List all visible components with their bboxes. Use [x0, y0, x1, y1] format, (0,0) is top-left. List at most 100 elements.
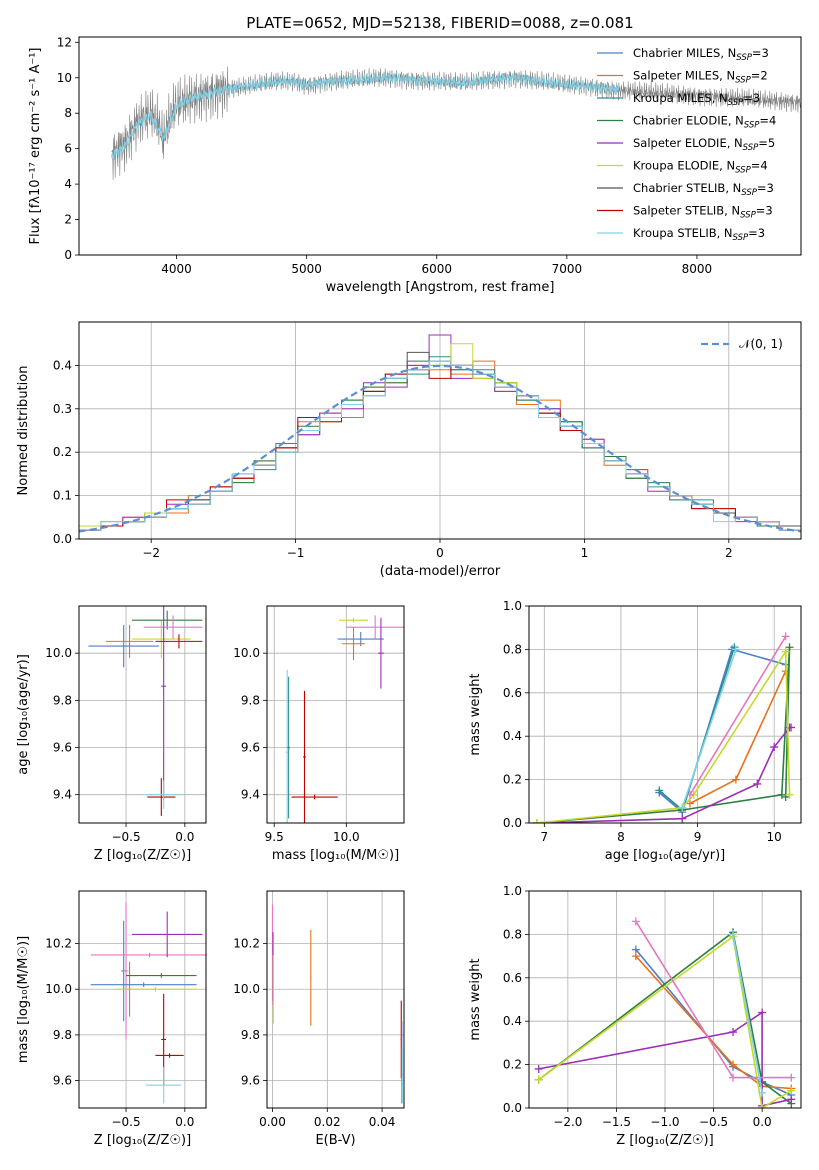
legend-label: Kroupa ELODIE, NSSP=4 [633, 159, 768, 176]
legend-label-main: Chabrier ELODIE, N [633, 114, 744, 128]
x-tick-label: 0 [436, 546, 444, 560]
legend-label-tail: =3 [757, 181, 774, 195]
legend-label: Kroupa STELIB, NSSP=3 [633, 226, 765, 243]
y-axis-label: mass weight [468, 673, 483, 755]
x-tick-label: 0.00 [259, 1115, 286, 1129]
y-tick-label: 9.6 [241, 741, 260, 755]
weight-point [678, 814, 687, 823]
weight-line-Kroupa ELODIE [538, 935, 792, 1108]
x-tick-label: 8000 [682, 262, 713, 276]
weight-point [758, 1088, 767, 1097]
plot-area [88, 606, 203, 816]
x-tick-label: 8 [617, 830, 625, 844]
x-axis-label: mass [log₁₀(M/M☉)] [272, 848, 399, 863]
chart-panel-2: −0.5 0.0 9.4 9.6 9.8 10.0 Z [log₁₀(Z/Z☉)] age [… [16, 605, 207, 863]
weight-line-Chabrier STELIB [732, 934, 763, 1093]
axes-frame [78, 321, 802, 540]
weight-point [534, 1064, 543, 1073]
y-tick-label: 4 [64, 177, 72, 191]
weight-line-Chabrier MILES [658, 648, 786, 814]
plot-area [285, 615, 404, 823]
x-tick-label: 10 [767, 830, 782, 844]
histogram-Kroupa STELIB [79, 360, 801, 531]
weight-point [731, 775, 740, 784]
weight-point [787, 1086, 796, 1095]
weight-point [534, 1075, 543, 1084]
legend-label-main: Kroupa MILES, N [633, 91, 728, 105]
legend-label-tail: =3 [752, 46, 769, 60]
axes-frame [78, 36, 802, 256]
y-tick-label: 0.4 [503, 1014, 522, 1028]
weight-point [655, 786, 664, 795]
legend-label-main: Salpeter MILES, N [633, 69, 735, 83]
y-tick-label: 8 [64, 106, 72, 120]
legend-label: Chabrier ELODIE, NSSP=4 [633, 114, 776, 131]
plot-area [111, 66, 801, 180]
chart-panel-0: 4000 5000 6000 7000 8000 0 2 4 6 8 10 12 wavelength … [28, 35, 802, 295]
plot-area [534, 917, 796, 1108]
legend-label-main: Chabrier STELIB, N [633, 181, 741, 195]
legend-label: Salpeter MILES, NSSP=2 [633, 69, 768, 86]
weight-point [787, 1095, 796, 1104]
plot-area [271, 904, 403, 1104]
y-tick-label: 9.8 [53, 693, 72, 707]
x-axis-label: Z [log₁₀(Z/Z☉)] [94, 848, 191, 863]
weight-point [731, 645, 740, 654]
weight-line-Chabrier ELODIE [538, 930, 792, 1105]
weight-point [753, 779, 762, 788]
y-tick-label: 10 [57, 71, 72, 85]
y-tick-label: 0.0 [503, 1101, 522, 1115]
axes-frame [528, 605, 802, 824]
legend-label-tail: =4 [751, 159, 768, 173]
x-tick-label: −2.0 [553, 1115, 582, 1129]
x-tick-label: −0.5 [111, 1115, 140, 1129]
legend-label: Kroupa MILES, NSSP=3 [633, 91, 760, 108]
axes-frame [78, 605, 207, 824]
y-axis-label: age [log₁₀(age/yr)] [16, 654, 31, 775]
y-tick-label: 10.2 [45, 937, 72, 951]
x-tick-label: 7 [541, 830, 549, 844]
y-tick-label: 0.2 [503, 1058, 522, 1072]
x-tick-label: 5000 [291, 262, 322, 276]
legend-label: 𝒩(0, 1) [739, 337, 783, 351]
y-axis-label: mass weight [468, 958, 483, 1040]
weight-point [785, 643, 794, 652]
x-tick-label: 9 [694, 830, 702, 844]
y-tick-label: 10.0 [45, 646, 72, 660]
x-axis-label: Z [log₁₀(Z/Z☉)] [616, 1133, 713, 1148]
weight-line-Chabrier MILES [635, 949, 792, 1096]
x-tick-label: 10.0 [333, 830, 360, 844]
y-tick-label: 10.0 [233, 646, 260, 660]
weight-point [729, 1028, 737, 1037]
legend-label-main: Kroupa STELIB, N [633, 226, 733, 240]
figure-title: PLATE=0652, MJD=52138, FIBERID=0088, z=0… [246, 14, 633, 32]
x-axis-label: wavelength [Angstrom, rest frame] [326, 280, 555, 295]
legend-label-sub: SSP [728, 98, 744, 108]
legend-label-sub: SSP [741, 188, 757, 198]
legend-label: Chabrier STELIB, NSSP=3 [633, 181, 774, 198]
weight-line-Salpeter MILES [635, 955, 792, 1090]
weight-line-Kroupa ELODIE [536, 648, 791, 823]
chart-panel-6: 0.00 0.02 0.04 9.6 9.8 10.0 10.2 E(B-V) [233, 890, 405, 1148]
legend-label-sub: SSP [743, 143, 759, 153]
weight-point [631, 952, 640, 961]
plot-area [90, 902, 206, 1104]
x-tick-label: 0.02 [314, 1115, 341, 1129]
legend-label: Salpeter STELIB, NSSP=3 [633, 204, 773, 221]
legend-label-tail: =2 [751, 69, 768, 83]
weight-point [785, 790, 794, 799]
y-tick-label: 9.4 [53, 788, 72, 802]
y-tick-label: 0 [64, 248, 72, 262]
x-tick-label: 0.04 [369, 1115, 396, 1129]
weight-point [729, 1073, 737, 1082]
weight-point [781, 632, 790, 641]
legend-label-sub: SSP [735, 76, 751, 86]
weight-point [685, 799, 694, 808]
y-tick-label: 6 [64, 142, 72, 156]
x-tick-label: 2 [725, 546, 733, 560]
spectrum-line-model [111, 71, 620, 160]
axes-frame [528, 890, 802, 1109]
x-tick-label: 4000 [161, 262, 192, 276]
x-tick-label: −0.5 [699, 1115, 728, 1129]
